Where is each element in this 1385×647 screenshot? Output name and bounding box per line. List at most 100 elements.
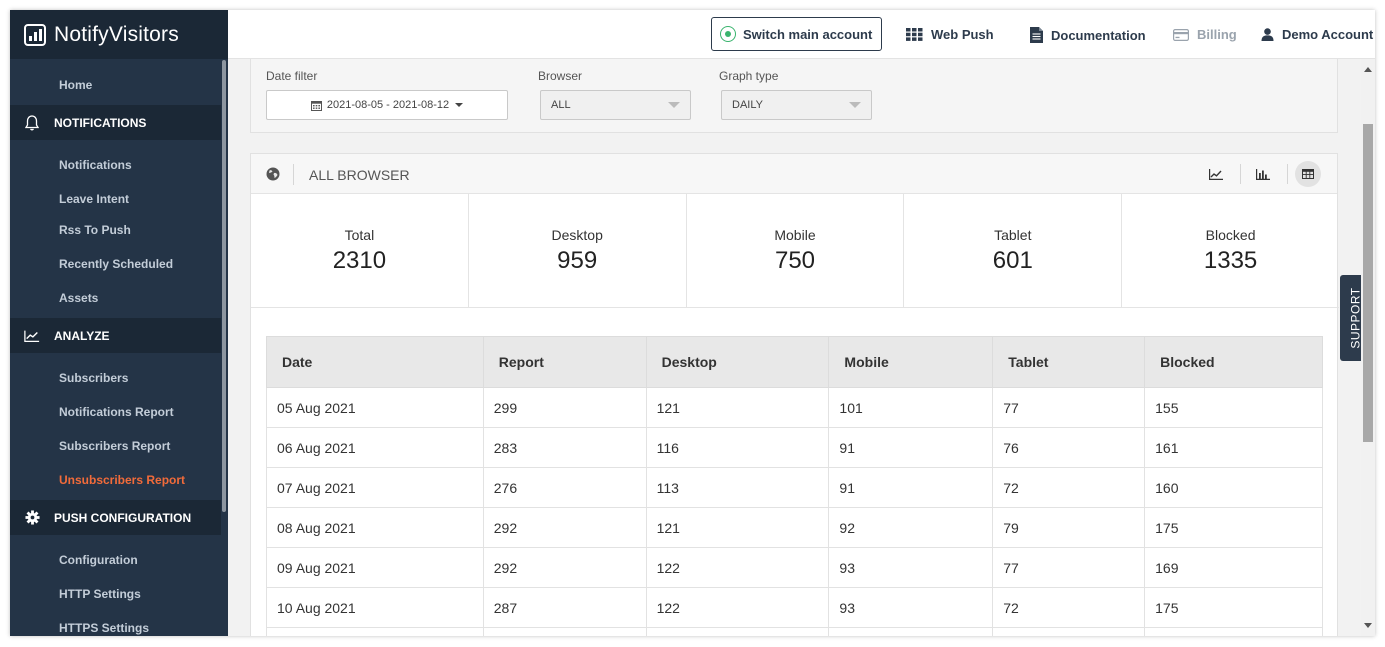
column-header-desktop[interactable]: Desktop xyxy=(645,336,830,388)
line-chart-icon xyxy=(24,328,40,344)
user-icon xyxy=(1261,28,1274,41)
sidebar-section-notifications[interactable]: NOTIFICATIONS xyxy=(10,105,221,140)
table-row: 05 Aug 2021 299 121 101 77 155 xyxy=(266,387,1323,428)
documentation-label: Documentation xyxy=(1051,27,1146,43)
header-divider xyxy=(293,164,294,185)
page-scrollbar[interactable] xyxy=(1361,59,1375,636)
stat-tablet: Tablet 601 xyxy=(904,194,1123,307)
stat-total: Total 2310 xyxy=(251,194,469,307)
table-row: 07 Aug 2021 276 113 91 72 160 xyxy=(266,467,1323,508)
sidebar-scrollbar[interactable] xyxy=(222,60,226,512)
table-view-button[interactable] xyxy=(1295,161,1321,187)
table-cell xyxy=(482,627,647,636)
top-bar: Switch main account Web Push Documentati… xyxy=(228,10,1375,59)
table-cell: 76 xyxy=(992,427,1146,468)
table-cell xyxy=(828,627,994,636)
sidebar-section-label: PUSH CONFIGURATION xyxy=(54,510,192,525)
table-cell: 287 xyxy=(482,587,647,628)
table-row xyxy=(266,627,1323,636)
table-cell: 08 Aug 2021 xyxy=(266,507,484,548)
calendar-icon xyxy=(310,100,322,111)
line-chart-icon xyxy=(1209,168,1223,180)
view-divider xyxy=(1287,164,1288,184)
web-push-link[interactable]: Web Push xyxy=(906,27,994,42)
sidebar-item-home[interactable]: Home xyxy=(59,78,93,92)
table-cell: 292 xyxy=(482,547,647,588)
scroll-up-arrow-icon[interactable] xyxy=(1364,67,1372,72)
sidebar-item-notifications-report[interactable]: Notifications Report xyxy=(59,405,174,419)
column-header-mobile[interactable]: Mobile xyxy=(828,336,994,388)
table-cell: 122 xyxy=(645,547,830,588)
graph-type-label: Graph type xyxy=(719,69,779,83)
report-panel: ALL BROWSER Total 2310 xyxy=(250,153,1339,636)
sidebar-item-configuration[interactable]: Configuration xyxy=(59,553,138,567)
table-header-row: Date Report Desktop Mobile Tablet Blocke… xyxy=(266,336,1323,388)
graph-type-select[interactable]: DAILY xyxy=(721,90,872,120)
table-cell: 77 xyxy=(992,547,1146,588)
table-cell: 122 xyxy=(645,587,830,628)
switch-main-account-label: Switch main account xyxy=(743,26,873,42)
stat-blocked: Blocked 1335 xyxy=(1122,194,1339,307)
chevron-down-icon xyxy=(668,102,680,108)
table-row: 06 Aug 2021 283 116 91 76 161 xyxy=(266,427,1323,468)
sidebar-item-subscribers[interactable]: Subscribers xyxy=(59,371,129,385)
line-chart-view-button[interactable] xyxy=(1203,161,1229,187)
panel-header: ALL BROWSER xyxy=(251,154,1337,194)
sidebar-section-label: NOTIFICATIONS xyxy=(54,115,147,130)
document-icon xyxy=(1030,27,1043,43)
documentation-link[interactable]: Documentation xyxy=(1030,27,1146,43)
billing-link[interactable]: Billing xyxy=(1173,27,1237,42)
stat-value: 750 xyxy=(774,247,816,274)
caret-down-icon xyxy=(455,103,464,107)
date-range-picker[interactable]: 2021-08-05 - 2021-08-12 xyxy=(266,90,508,120)
scroll-down-arrow-icon[interactable] xyxy=(1364,623,1372,628)
brand-name: NotifyVisitors xyxy=(54,22,179,46)
column-header-report[interactable]: Report xyxy=(482,336,647,388)
sidebar-item-https-settings[interactable]: HTTPS Settings xyxy=(59,621,150,635)
sidebar-item-notifications[interactable]: Notifications xyxy=(59,158,132,172)
sidebar-section-analyze[interactable]: ANALYZE xyxy=(10,318,221,353)
filter-bar: Date filter 2021-08-05 - 2021-08-12 Brow… xyxy=(250,59,1338,133)
sidebar-item-subscribers-report[interactable]: Subscribers Report xyxy=(59,439,171,453)
stat-value: 1335 xyxy=(1203,247,1258,274)
stat-label: Mobile xyxy=(774,227,816,243)
table-cell xyxy=(992,627,1146,636)
table-cell: 72 xyxy=(992,467,1146,508)
brand[interactable]: NotifyVisitors xyxy=(10,10,228,59)
column-header-date[interactable]: Date xyxy=(266,336,484,388)
sidebar-item-http-settings[interactable]: HTTP Settings xyxy=(59,587,141,601)
account-label: Demo Account xyxy=(1282,27,1374,42)
table-cell: 07 Aug 2021 xyxy=(266,467,484,508)
table-cell: 101 xyxy=(828,387,994,428)
bar-chart-view-button[interactable] xyxy=(1250,161,1276,187)
table-cell: 283 xyxy=(482,427,647,468)
sidebar-item-recently-scheduled[interactable]: Recently Scheduled xyxy=(59,257,174,271)
sidebar-section-push-configuration[interactable]: PUSH CONFIGURATION xyxy=(10,500,221,535)
scrollbar-thumb[interactable] xyxy=(1363,124,1373,442)
web-push-label: Web Push xyxy=(931,27,994,42)
table-cell: 169 xyxy=(1144,547,1323,588)
switch-main-account-button[interactable]: Switch main account xyxy=(711,17,882,51)
stat-mobile: Mobile 750 xyxy=(687,194,905,307)
credit-card-icon xyxy=(1173,28,1189,41)
column-header-tablet[interactable]: Tablet xyxy=(992,336,1146,388)
account-menu[interactable]: Demo Account xyxy=(1261,27,1373,42)
view-divider xyxy=(1240,164,1241,184)
sidebar-item-assets[interactable]: Assets xyxy=(59,291,99,305)
column-header-blocked[interactable]: Blocked xyxy=(1144,336,1323,388)
sidebar-item-rss-to-push[interactable]: Rss To Push xyxy=(59,223,131,237)
graph-type-value: DAILY xyxy=(732,99,763,111)
table-cell xyxy=(1144,627,1323,636)
sidebar-section-label: ANALYZE xyxy=(54,328,110,343)
grid-icon xyxy=(906,28,923,41)
stats-summary: Total 2310 Desktop 959 Mobile 750 Tablet… xyxy=(251,194,1339,308)
sidebar-item-unsubscribers-report[interactable]: Unsubscribers Report xyxy=(59,473,186,487)
radio-dot-icon xyxy=(720,26,736,42)
table-cell: 161 xyxy=(1144,427,1323,468)
date-range-value: 2021-08-05 - 2021-08-12 xyxy=(326,99,450,111)
browser-select-value: ALL xyxy=(551,99,571,111)
sidebar-item-leave-intent[interactable]: Leave Intent xyxy=(59,192,130,206)
table-cell: 121 xyxy=(645,387,830,428)
browser-select[interactable]: ALL xyxy=(540,90,691,120)
table-cell: 09 Aug 2021 xyxy=(266,547,484,588)
